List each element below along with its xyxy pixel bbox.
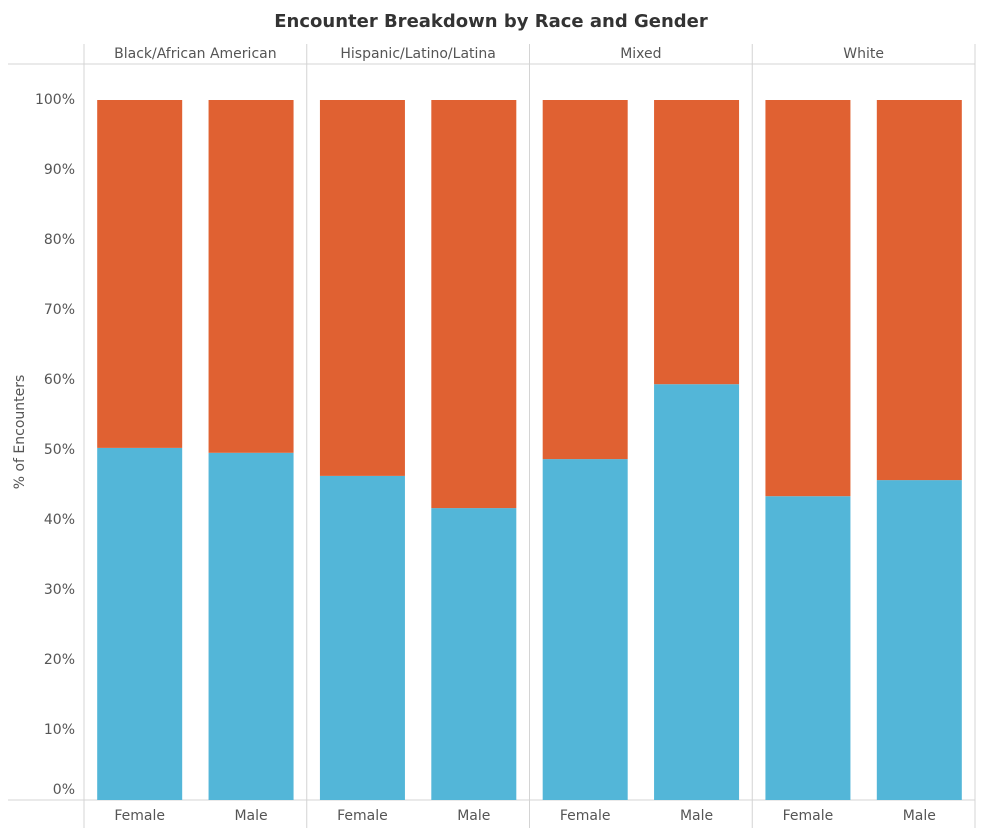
bar-segment	[208, 452, 294, 800]
bar-segment	[654, 100, 740, 385]
bar-segment	[431, 100, 517, 509]
x-tick-label: Female	[114, 808, 165, 824]
x-tick-label: Male	[903, 808, 936, 824]
y-tick-label: 30%	[44, 582, 75, 598]
y-tick-label: 60%	[44, 372, 75, 388]
x-tick-label: Female	[337, 808, 388, 824]
bar-segment	[97, 100, 183, 448]
x-tick-label: Male	[680, 808, 713, 824]
bar-segment	[876, 100, 962, 481]
x-tick-label: Female	[783, 808, 834, 824]
y-axis-label: % of Encounters	[12, 375, 28, 490]
y-tick-label: 10%	[44, 722, 75, 738]
x-tick-label: Female	[560, 808, 611, 824]
y-tick-label: 40%	[44, 512, 75, 528]
chart-title: Encounter Breakdown by Race and Gender	[274, 11, 708, 32]
y-tick-label: 20%	[44, 652, 75, 668]
y-tick-label: 90%	[44, 162, 75, 178]
y-tick-label: 80%	[44, 232, 75, 248]
bar-segment	[654, 384, 740, 800]
y-tick-label: 100%	[35, 92, 75, 108]
facet-label: Hispanic/Latino/Latina	[340, 46, 495, 62]
y-tick-label: 50%	[44, 442, 75, 458]
bar-segment	[765, 496, 851, 800]
bar-segment	[208, 100, 294, 453]
y-tick-label: 70%	[44, 302, 75, 318]
bar-segment	[542, 459, 628, 800]
bar-segment	[97, 447, 183, 800]
x-tick-label: Male	[234, 808, 267, 824]
y-tick-label: 0%	[53, 782, 75, 798]
x-tick-label: Male	[457, 808, 490, 824]
facet-label: Mixed	[620, 46, 661, 62]
bar-segment	[319, 100, 405, 476]
facet-label: Black/African American	[114, 46, 276, 62]
facet-label: White	[843, 46, 884, 62]
bar-segment	[319, 475, 405, 800]
bar-segment	[542, 100, 628, 460]
bar-segment	[876, 480, 962, 800]
bar-segment	[431, 508, 517, 800]
bar-segment	[765, 100, 851, 497]
